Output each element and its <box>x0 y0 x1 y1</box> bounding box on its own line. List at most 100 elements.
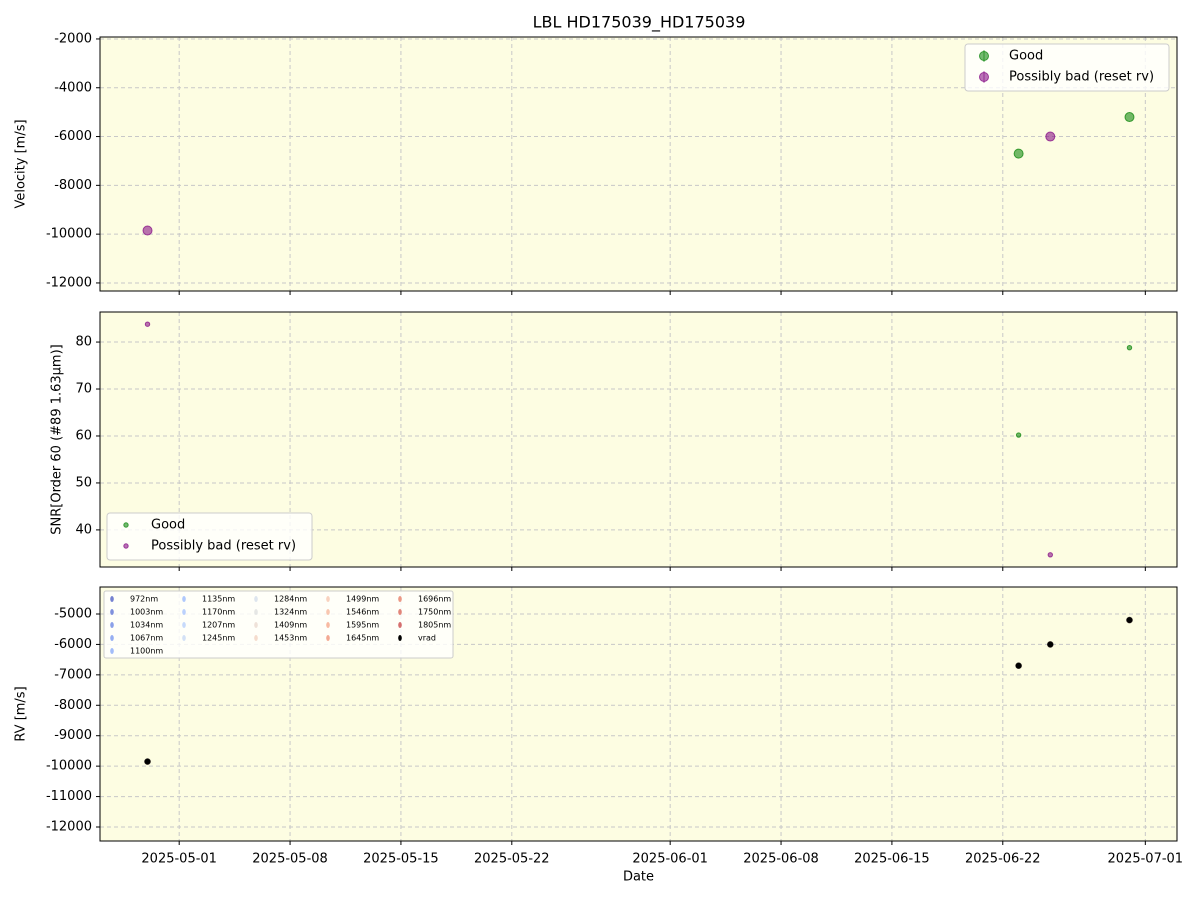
data-point <box>1126 616 1133 624</box>
y-tick-label: -10000 <box>46 759 92 774</box>
data-point <box>1015 432 1022 438</box>
legend-label: 1245nm <box>202 634 235 643</box>
legend-marker <box>398 635 402 641</box>
legend-label: 1645nm <box>346 634 379 643</box>
y-tick-label: -11000 <box>46 789 92 804</box>
chart-title: LBL HD175039_HD175039 <box>533 13 746 33</box>
y-tick-label: -8000 <box>54 178 92 193</box>
legend-marker <box>182 596 186 602</box>
legend-label: 1453nm <box>274 634 307 643</box>
y-tick-label: -4000 <box>54 80 92 95</box>
legend-marker <box>110 609 114 615</box>
legend-marker <box>254 622 258 628</box>
legend-label: 1100nm <box>130 647 163 656</box>
data-point <box>1124 112 1135 123</box>
legend-marker <box>326 609 330 615</box>
legend-marker <box>398 609 402 615</box>
legend-label: 1409nm <box>274 621 307 630</box>
legend-label: 1696nm <box>418 595 451 604</box>
legend-label: Possibly bad (reset rv) <box>1009 70 1154 85</box>
plot-frame <box>99 586 1178 842</box>
legend-marker <box>110 648 114 654</box>
x-axis-label: Date <box>623 870 654 885</box>
y-tick-label: -12000 <box>46 275 92 290</box>
legend-marker <box>398 596 402 602</box>
legend-marker <box>254 635 258 641</box>
y-tick-label: -9000 <box>54 728 92 743</box>
legend-label: 1135nm <box>202 595 235 604</box>
legend-label: 1595nm <box>346 621 379 630</box>
x-tick-label: 2025-05-15 <box>363 852 439 867</box>
legend-marker <box>979 72 989 82</box>
legend-marker <box>398 622 402 628</box>
legend-box <box>964 43 1170 92</box>
data-point <box>142 225 153 236</box>
data-point <box>1126 344 1133 351</box>
legend-label: 1207nm <box>202 621 235 630</box>
legend-marker <box>326 622 330 628</box>
y-tick-label: 70 <box>75 382 92 397</box>
legend-label: 972nm <box>130 595 158 604</box>
legend-marker <box>123 543 129 549</box>
y-tick-label: -5000 <box>54 606 92 621</box>
y-tick-label: 60 <box>75 428 92 443</box>
legend-label: 1805nm <box>418 621 451 630</box>
x-tick-label: 2025-07-01 <box>1108 852 1184 867</box>
legend-label: 1750nm <box>418 608 451 617</box>
legend-label: 1170nm <box>202 608 235 617</box>
legend-label: 1067nm <box>130 634 163 643</box>
legend-marker <box>979 51 989 61</box>
y-axis-label: SNR[Order 60 (#89 1.63μm)] <box>50 344 65 535</box>
y-tick-label: -6000 <box>54 129 92 144</box>
x-tick-label: 2025-06-01 <box>632 852 708 867</box>
legend-label: Good <box>151 518 185 533</box>
y-tick-label: -6000 <box>54 637 92 652</box>
legend-label: 1003nm <box>130 608 163 617</box>
legend-marker <box>110 635 114 641</box>
legend-marker <box>326 635 330 641</box>
legend-box <box>106 512 313 561</box>
x-tick-label: 2025-05-01 <box>141 852 217 867</box>
data-point <box>1046 641 1054 648</box>
x-tick-label: 2025-06-15 <box>854 852 930 867</box>
y-tick-label: -10000 <box>46 227 92 242</box>
plot-frame <box>99 36 1178 292</box>
y-tick-label: -2000 <box>54 31 92 46</box>
y-tick-label: -12000 <box>46 820 92 835</box>
legend-marker <box>254 609 258 615</box>
legend-label: Possibly bad (reset rv) <box>151 539 296 554</box>
legend-marker <box>254 596 258 602</box>
data-point <box>1013 148 1024 159</box>
data-point <box>144 758 151 765</box>
y-tick-label: 40 <box>75 522 92 537</box>
y-tick-label: -8000 <box>54 698 92 713</box>
x-tick-label: 2025-05-22 <box>474 852 550 867</box>
legend-label: 1499nm <box>346 595 379 604</box>
data-point <box>1045 131 1056 142</box>
legend-marker <box>123 522 129 528</box>
legend-marker <box>182 609 186 615</box>
legend-marker <box>110 596 114 602</box>
plot-frame <box>99 311 1178 568</box>
y-tick-label: -7000 <box>54 667 92 682</box>
legend-label: vrad <box>418 634 436 643</box>
legend-marker <box>182 635 186 641</box>
y-axis-label: Velocity [m/s] <box>14 119 29 208</box>
legend-label: 1284nm <box>274 595 307 604</box>
legend-marker <box>326 596 330 602</box>
x-tick-label: 2025-05-08 <box>252 852 328 867</box>
y-tick-label: 50 <box>75 475 92 490</box>
legend-label: 1546nm <box>346 608 379 617</box>
y-axis-label: RV [m/s] <box>14 686 29 741</box>
data-point <box>1047 552 1053 558</box>
legend-marker <box>182 622 186 628</box>
x-tick-label: 2025-06-08 <box>743 852 819 867</box>
data-point <box>144 321 151 327</box>
data-point <box>1015 662 1022 670</box>
y-tick-label: 80 <box>75 335 92 350</box>
legend-marker <box>110 622 114 628</box>
legend-label: 1324nm <box>274 608 307 617</box>
x-tick-label: 2025-06-22 <box>965 852 1041 867</box>
legend-label: 1034nm <box>130 621 163 630</box>
